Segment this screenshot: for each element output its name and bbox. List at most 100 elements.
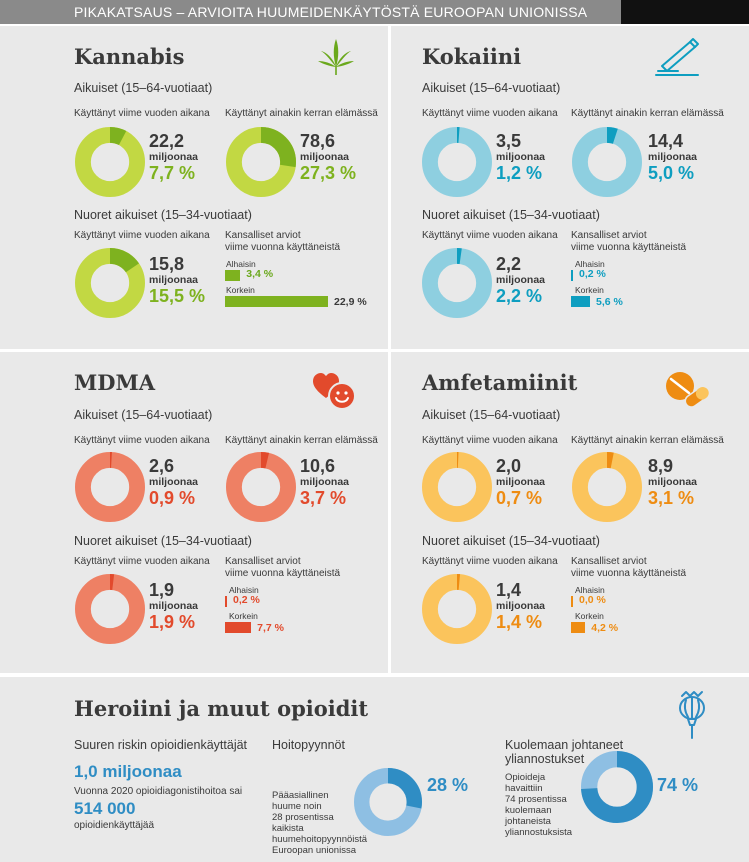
amfetamiinit-adult-lifetime-count: 8,9 — [648, 456, 674, 476]
header-dark-block — [621, 0, 749, 24]
kannabis-adults-label: Aikuiset (15–64-vuotiaat) — [74, 81, 213, 95]
mdma-high-bar — [225, 622, 252, 633]
kannabis-young-last-year-donut-slice — [75, 248, 145, 318]
mdma-young-last-year-donut — [75, 574, 145, 644]
heroiini-treatment-value: 514 000 — [74, 799, 136, 818]
amfetamiinit-young-last-year-donut-track — [422, 574, 492, 644]
mdma-adult-last-year-percent: 0,9 % — [149, 488, 196, 508]
mdma-young-last-year-label: Käyttänyt viime vuoden aikana — [74, 556, 210, 567]
deaths-text-line: 74 prosentissa — [505, 794, 567, 805]
poppy-icon — [679, 691, 705, 739]
deaths-text-line: yliannostuksista — [505, 827, 573, 838]
kokaiini-young-last-year-donut-slice — [422, 248, 492, 318]
amfetamiinit-adult-lifetime-donut-track — [572, 452, 642, 522]
amfetamiinit-young-last-year-donut-slice — [422, 574, 492, 644]
hoito-text: Pääasiallinen huume noin 28 prosentissa … — [272, 790, 367, 856]
hoito-text-line: Pääasiallinen — [272, 790, 329, 801]
mdma-low-label: Alhaisin — [229, 585, 259, 595]
mdma-adult-lifetime-donut-slice — [226, 452, 296, 522]
kokaiini-adult-last-year-count: 3,5 — [496, 131, 522, 151]
amfetamiinit-national-label-2: viime vuonna käyttäneistä — [571, 568, 687, 579]
mdma-last-year-label: Käyttänyt viime vuoden aikana — [74, 435, 210, 446]
amfetamiinit-high-label: Korkein — [575, 611, 604, 621]
heroiini-treatment-note: Vuonna 2020 opioidiagonistihoitoa sai — [74, 786, 243, 797]
mdma-young-last-year-donut-slice — [75, 574, 145, 644]
deaths-percent: 74 % — [657, 775, 699, 795]
kannabis-national-label-1: Kansalliset arviot — [225, 230, 301, 241]
amfetamiinit-lifetime-label: Käyttänyt ainakin kerran elämässä — [571, 435, 724, 446]
amfetamiinit-low-bar — [571, 596, 573, 607]
kannabis-adult-last-year-count: 22,2 — [149, 131, 185, 151]
kokaiini-young-last-year-donut-track — [422, 248, 492, 318]
mdma-smiley-icon — [313, 373, 356, 410]
amfetamiinit-national-label-1: Kansalliset arviot — [571, 556, 647, 567]
amfetamiinit-adult-last-year-donut-track — [422, 452, 492, 522]
kokaiini-adult-last-year-donut-track — [422, 127, 492, 197]
mdma-title: MDMA — [74, 370, 155, 395]
heroiini-high-risk-value: 1,0 miljoonaa — [74, 762, 182, 781]
kokaiini-lifetime-label: Käyttänyt ainakin kerran elämässä — [571, 108, 724, 119]
kannabis-high-label: Korkein — [226, 285, 255, 295]
amfetamiinit-adult-last-year-donut — [422, 452, 492, 522]
header-bar — [0, 0, 621, 24]
kokaiini-low-bar — [571, 270, 573, 281]
kokaiini-young-last-year-donut — [422, 248, 492, 318]
kannabis-young-label: Nuoret aikuiset (15–34-vuotiaat) — [74, 208, 252, 222]
mdma-young-last-year-donut-track — [75, 574, 145, 644]
kannabis-young-last-year-label: Käyttänyt viime vuoden aikana — [74, 230, 210, 241]
kokaiini-adults-label: Aikuiset (15–64-vuotiaat) — [422, 81, 561, 95]
amfetamiinit-high-value: 4,2 % — [591, 622, 619, 634]
kokaiini-adult-last-year-unit: miljoonaa — [496, 151, 546, 163]
mdma-adult-last-year-donut — [75, 452, 145, 522]
kannabis-title: Kannabis — [74, 44, 185, 69]
mdma-adult-last-year-donut-slice — [75, 452, 145, 522]
kannabis-young-last-year-donut — [75, 248, 145, 318]
hoito-percent: 28 % — [427, 775, 469, 795]
kannabis-adult-last-year-donut-slice — [75, 127, 145, 197]
kokaiini-high-label: Korkein — [575, 285, 604, 295]
mdma-national-label-1: Kansalliset arviot — [225, 556, 301, 567]
kokaiini-low-label: Alhaisin — [575, 259, 605, 269]
kokaiini-high-value: 5,6 % — [596, 296, 623, 308]
kokaiini-adult-lifetime-unit: miljoonaa — [648, 151, 698, 163]
kokaiini-high-bar — [571, 296, 591, 307]
mdma-adult-last-year-unit: miljoonaa — [149, 476, 199, 488]
kokaiini-adult-lifetime-percent: 5,0 % — [648, 163, 695, 183]
kokaiini-national-label-1: Kansalliset arviot — [571, 230, 647, 241]
cocaine-straw-icon — [655, 38, 699, 76]
amfetamiinit-adult-lifetime-unit: miljoonaa — [648, 476, 698, 488]
kokaiini-adult-last-year-donut-slice — [422, 127, 492, 197]
amphetamine-pill-icon — [666, 372, 710, 408]
kokaiini-young-label: Nuoret aikuiset (15–34-vuotiaat) — [422, 208, 600, 222]
mdma-adult-last-year-donut-track — [75, 452, 145, 522]
mdma-high-value: 7,7 % — [257, 622, 285, 634]
kokaiini-adult-last-year-donut — [422, 127, 492, 197]
amfetamiinit-adult-last-year-donut-slice — [422, 452, 492, 522]
mdma-low-value: 0,2 % — [233, 594, 260, 606]
heroiini-title: Heroiini ja muut opioidit — [74, 696, 369, 721]
panel-kannabis — [0, 26, 388, 349]
hoito-donut — [354, 768, 422, 836]
amfetamiinit-low-value: 0,0 % — [579, 594, 606, 606]
kokaiini-young-last-year-label: Käyttänyt viime vuoden aikana — [422, 230, 558, 241]
mdma-adults-label: Aikuiset (15–64-vuotiaat) — [74, 408, 213, 422]
deaths-text-line: johtaneista — [505, 816, 551, 827]
kokaiini-adult-lifetime-donut — [572, 127, 642, 197]
header: PIKAKATSAUS – ARVIOITA HUUMEIDENKÄYTÖSTÄ… — [0, 0, 749, 24]
mdma-high-label: Korkein — [229, 611, 258, 621]
cannabis-leaf-icon — [318, 39, 354, 75]
kokaiini-adult-lifetime-donut-slice — [572, 127, 642, 197]
kannabis-national-label-2: viime vuonna käyttäneistä — [225, 242, 341, 253]
mdma-adult-lifetime-percent: 3,7 % — [300, 488, 347, 508]
kannabis-high-value: 22,9 % — [334, 296, 367, 308]
mdma-low-bar — [225, 596, 227, 607]
amfetamiinit-young-last-year-donut — [422, 574, 492, 644]
kannabis-low-label: Alhaisin — [226, 259, 256, 269]
heroiini-treatment-unit: opioidienkäyttäjää — [74, 820, 155, 831]
kokaiini-young-last-year-percent: 2,2 % — [496, 286, 543, 306]
amfetamiinit-low-label: Alhaisin — [575, 585, 605, 595]
kannabis-adult-last-year-unit: miljoonaa — [149, 151, 199, 163]
amfetamiinit-young-label: Nuoret aikuiset (15–34-vuotiaat) — [422, 534, 600, 548]
kannabis-young-last-year-unit: miljoonaa — [149, 274, 199, 286]
amfetamiinit-adult-last-year-count: 2,0 — [496, 456, 522, 476]
